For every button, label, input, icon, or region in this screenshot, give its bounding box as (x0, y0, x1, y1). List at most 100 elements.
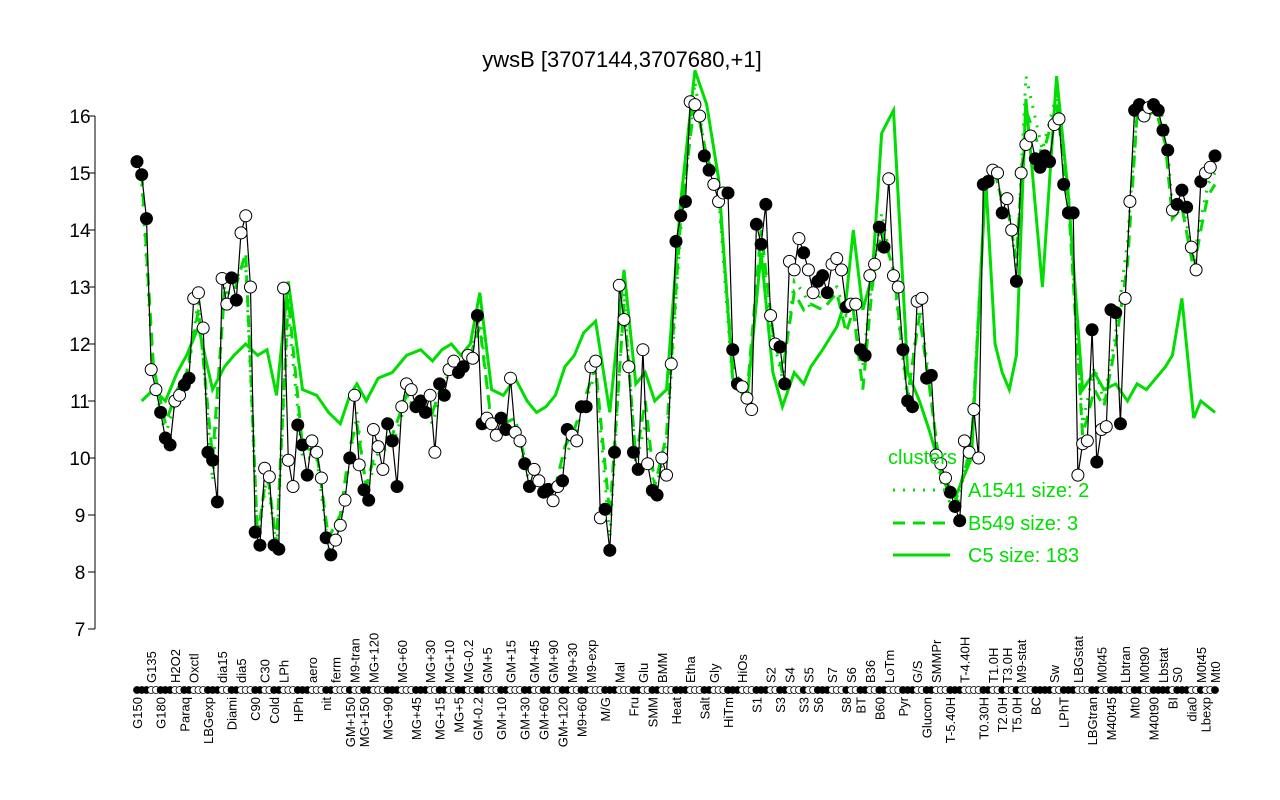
data-point (1184, 240, 1198, 254)
x-tick-label: S0 (1170, 667, 1185, 683)
data-point (518, 457, 532, 471)
x-tick-label: Lbtran (1118, 646, 1133, 683)
data-point (1151, 103, 1165, 117)
data-point (1080, 434, 1094, 448)
x-tick-label: dia15 (215, 651, 230, 683)
data-point (943, 485, 957, 499)
x-tick-label: HiOs (735, 654, 750, 683)
y-tick-label: 13 (69, 278, 90, 299)
data-point (149, 383, 163, 397)
data-point (612, 278, 626, 292)
data-point (390, 480, 404, 493)
x-tick-label: S3 (773, 697, 788, 713)
data-point (414, 394, 428, 408)
x-tick-label: M0t45 (1194, 647, 1209, 683)
x-tick-label: ferm (329, 657, 344, 683)
legend-label-a1541: A1541 size: 2 (968, 480, 1089, 502)
data-point (995, 206, 1009, 220)
data-point (981, 175, 995, 189)
legend-title: clusters (888, 447, 957, 469)
y-tick-label: 12 (69, 335, 90, 356)
data-point (858, 348, 872, 362)
data-point (669, 234, 683, 248)
data-point (1189, 263, 1203, 277)
data-point (626, 445, 640, 459)
data-point (343, 451, 357, 465)
data-point (333, 518, 347, 532)
data-point (229, 293, 243, 307)
data-point (210, 495, 224, 509)
data-point (1109, 306, 1123, 320)
data-point (589, 354, 603, 368)
data-point (991, 166, 1005, 180)
data-point (447, 354, 461, 368)
x-tick-label: GM+60 (537, 697, 552, 740)
data-point (962, 445, 976, 459)
data-point (1090, 455, 1104, 469)
legend-label-b549: B549 size: 3 (968, 513, 1078, 535)
x-tick-label: SMMPr (929, 639, 944, 683)
data-point (338, 493, 352, 507)
data-point (608, 445, 622, 459)
data-point (381, 417, 395, 431)
data-point (1000, 192, 1014, 206)
x-tick-label: SMM (645, 697, 660, 727)
x-tick-label: S6 (844, 667, 859, 683)
x-tick-label: LBGtran (1085, 697, 1100, 745)
condition-marker (1211, 686, 1219, 694)
y-axis: 7 8 9 10 11 12 13 14 15 16 (69, 107, 96, 641)
x-tick-label: HiTm (721, 697, 736, 728)
x-tick-label: C30 (258, 659, 273, 683)
data-point (225, 271, 239, 285)
x-tick-label: MG+15 (433, 697, 448, 740)
data-point (522, 480, 536, 493)
data-point (664, 357, 678, 371)
x-tick-label: Lbstat (1156, 647, 1171, 683)
data-point (470, 309, 484, 322)
data-point (570, 434, 584, 448)
data-point (1118, 291, 1132, 305)
data-point (513, 434, 527, 448)
x-tick-label: S4 (783, 667, 798, 683)
x-tick-label: Heat (669, 697, 684, 725)
data-point (1099, 420, 1113, 434)
x-tick-label: MG+45 (409, 697, 424, 740)
data-point (953, 514, 967, 528)
x-tick-label: LPhT (1057, 697, 1072, 728)
x-tick-label: S1 (749, 697, 764, 713)
x-tick-label: M/G (598, 697, 613, 722)
x-tick-label: MG+10 (442, 640, 457, 683)
data-point (1161, 143, 1175, 157)
x-tick-label: nit (319, 697, 334, 711)
data-point (527, 462, 541, 476)
data-point (385, 434, 399, 448)
legend: clusters A1541 size: 2 B549 size: 3 C5 s… (888, 447, 1089, 567)
data-point (678, 195, 692, 208)
x-tick-label: GM+120 (556, 697, 571, 747)
x-tick-label: M9-stat (1014, 639, 1029, 683)
x-tick-label: MG+90 (381, 697, 396, 740)
x-tick-label: MG+5 (452, 697, 467, 733)
data-point (697, 149, 711, 163)
data-point (872, 220, 886, 234)
x-tick-label: S6 (811, 697, 826, 713)
x-tick-label: S5 (801, 667, 816, 683)
data-point (466, 351, 480, 365)
chart-title: ywsB [3707144,3707680,+1] (482, 47, 762, 72)
data-point (437, 388, 451, 402)
x-tick-label: S8 (839, 697, 854, 713)
x-tick-label: LBGstat (1071, 636, 1086, 683)
x-tick-label: B60 (872, 697, 887, 720)
y-tick-label: 14 (69, 221, 91, 242)
data-point (636, 343, 650, 357)
x-tick-label: T-4.40H (957, 637, 972, 683)
data-point (154, 405, 168, 419)
data-point (745, 403, 759, 417)
data-point (433, 377, 447, 391)
x-tick-label: Mt0 (1128, 697, 1143, 719)
x-tick-label: C90 (248, 697, 263, 721)
x-tick-label: dia0 (1184, 697, 1199, 722)
data-point (253, 538, 267, 552)
data-point (778, 377, 792, 391)
x-tick-label: GM+30 (518, 697, 533, 740)
